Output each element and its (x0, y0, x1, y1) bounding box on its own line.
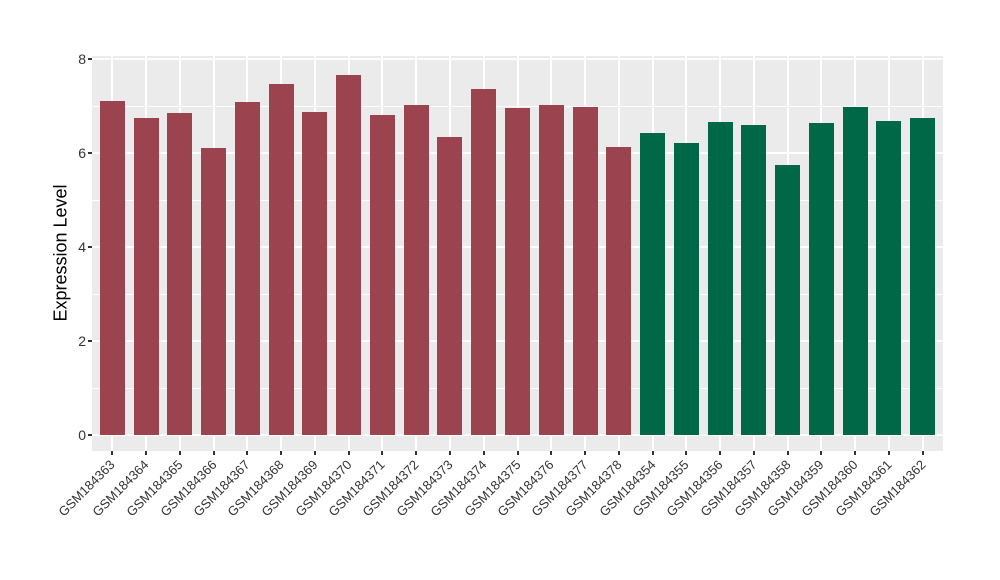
bar-GSM184374 (471, 88, 497, 435)
bar-GSM184361 (876, 121, 902, 435)
x-tick-mark (111, 451, 114, 455)
bar-GSM184373 (437, 136, 463, 435)
bar-GSM184360 (842, 106, 868, 435)
bar-GSM184355 (673, 142, 699, 435)
x-tick-mark (381, 451, 384, 455)
bar-GSM184356 (707, 122, 733, 435)
bar-GSM184366 (201, 148, 227, 435)
y-tick-label: 0 (78, 427, 86, 443)
x-tick-mark (921, 451, 924, 455)
bar-GSM184376 (538, 105, 564, 435)
x-tick-mark (212, 451, 215, 455)
y-tick-label: 6 (78, 145, 86, 161)
y-tick-label: 4 (78, 239, 86, 255)
bar-GSM184368 (268, 84, 294, 435)
x-tick-mark (887, 451, 890, 455)
bar-GSM184372 (403, 105, 429, 435)
bar-GSM184359 (808, 123, 834, 435)
x-tick-mark (145, 451, 148, 455)
x-tick-mark (719, 451, 722, 455)
bar-GSM184365 (167, 113, 193, 435)
y-tick-mark (88, 152, 92, 154)
y-tick-label: 2 (78, 333, 86, 349)
x-tick-mark (617, 451, 620, 455)
x-tick-mark (550, 451, 553, 455)
x-tick-mark (820, 451, 823, 455)
y-tick-mark (88, 434, 92, 436)
x-tick-mark (752, 451, 755, 455)
x-tick-mark (280, 451, 283, 455)
x-tick-mark (854, 451, 857, 455)
bar-GSM184363 (99, 100, 125, 435)
x-tick-mark (246, 451, 249, 455)
y-tick-mark (88, 340, 92, 342)
bar-GSM184369 (302, 111, 328, 435)
x-tick-mark (651, 451, 654, 455)
bar-GSM184375 (505, 107, 530, 435)
x-tick-mark (313, 451, 316, 455)
bar-GSM184358 (775, 164, 801, 435)
bar-GSM184378 (606, 147, 632, 435)
x-tick-mark (482, 451, 485, 455)
y-tick-mark (88, 58, 92, 60)
bar-GSM184367 (234, 101, 260, 435)
bar-GSM184357 (741, 124, 767, 435)
x-tick-mark (685, 451, 688, 455)
x-tick-mark (584, 451, 587, 455)
bar-GSM184377 (572, 106, 598, 435)
bar-GSM184371 (369, 115, 395, 435)
bar-GSM184364 (133, 117, 159, 435)
bar-GSM184370 (336, 74, 362, 435)
x-tick-mark (178, 451, 181, 455)
y-tick-mark (88, 246, 92, 248)
bar-GSM184362 (910, 118, 936, 435)
x-tick-mark (448, 451, 451, 455)
bar-GSM184354 (640, 133, 666, 435)
x-tick-mark (415, 451, 418, 455)
plot-panel (92, 56, 943, 451)
y-tick-label: 8 (78, 51, 86, 67)
x-tick-mark (786, 451, 789, 455)
x-tick-mark (347, 451, 350, 455)
x-tick-mark (516, 451, 519, 455)
